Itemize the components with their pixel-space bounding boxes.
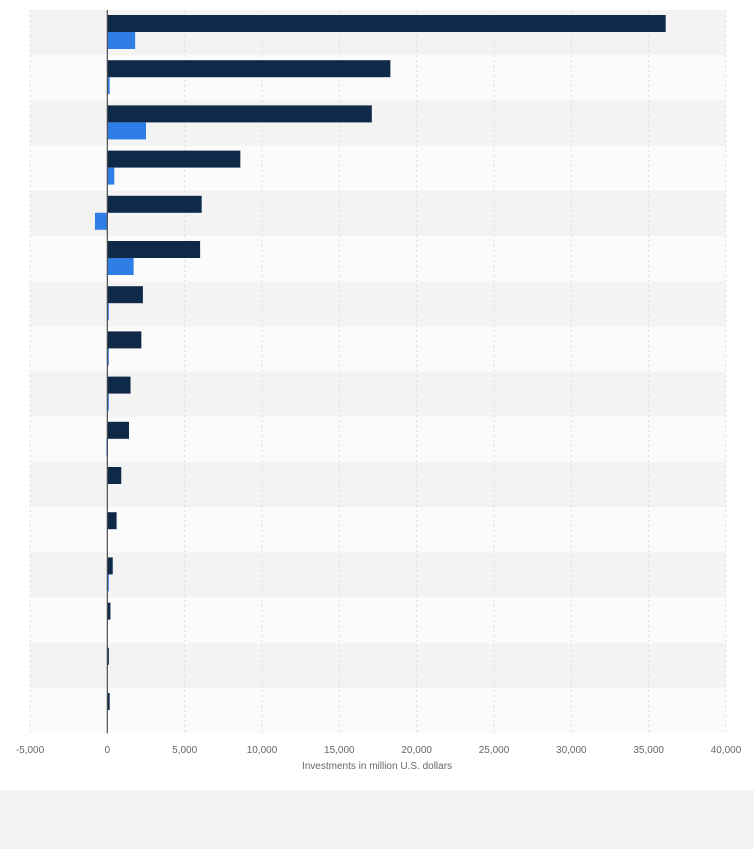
bar-series-1	[107, 602, 111, 620]
bars	[94, 10, 666, 734]
bar-series-1	[107, 557, 113, 575]
bar-series-2	[94, 212, 108, 230]
bar-series-1	[107, 150, 241, 168]
bar-series-2	[107, 574, 109, 592]
footer-area	[0, 790, 754, 849]
row-bands	[30, 10, 726, 734]
bar-series-1	[107, 512, 117, 530]
bar-series-2	[107, 393, 109, 411]
row-band	[30, 688, 726, 734]
x-axis: -5,000 0 5,000 10,000 15,000 20,000 25,000 30,0…	[16, 745, 742, 756]
bar-series-1	[107, 195, 202, 213]
row-band	[30, 507, 726, 553]
bar-series-1	[107, 286, 143, 304]
x-tick-label: 40,000	[711, 745, 742, 756]
bar-series-2	[107, 303, 109, 321]
bar-series-1	[107, 105, 372, 123]
bar-series-2	[107, 348, 109, 366]
row-band	[30, 597, 726, 643]
bar-series-1	[107, 60, 391, 78]
x-tick-label: 5,000	[172, 745, 197, 756]
row-band	[30, 371, 726, 417]
x-tick-label: 30,000	[556, 745, 587, 756]
bar-series-1	[107, 15, 666, 32]
bar-series-1	[107, 693, 110, 710]
bar-series-2	[107, 122, 146, 140]
bar-series-1	[107, 421, 129, 439]
x-tick-label: 35,000	[633, 745, 664, 756]
row-band	[30, 642, 726, 688]
bar-series-1	[107, 376, 131, 394]
x-tick-label: 25,000	[479, 745, 510, 756]
x-tick-label: 10,000	[247, 745, 278, 756]
row-band	[30, 281, 726, 327]
x-tick-label: 20,000	[401, 745, 432, 756]
bar-series-1	[107, 467, 122, 484]
row-band	[30, 462, 726, 508]
bar-series-1	[107, 647, 109, 665]
row-band	[30, 326, 726, 372]
grid-lines	[29, 10, 727, 734]
bar-series-2	[107, 167, 115, 185]
bar-series-1	[107, 331, 142, 349]
x-tick-label: -5,000	[16, 745, 45, 756]
x-axis-title: Investments in million U.S. dollars	[302, 761, 452, 772]
x-tick-label: 0	[105, 745, 111, 756]
x-tick-label: 15,000	[324, 745, 355, 756]
row-band	[30, 416, 726, 462]
row-band	[30, 552, 726, 598]
bar-series-2	[107, 258, 134, 275]
bar-series-1	[107, 241, 201, 258]
bar-series-2	[107, 32, 136, 49]
bar-series-2	[107, 77, 110, 95]
